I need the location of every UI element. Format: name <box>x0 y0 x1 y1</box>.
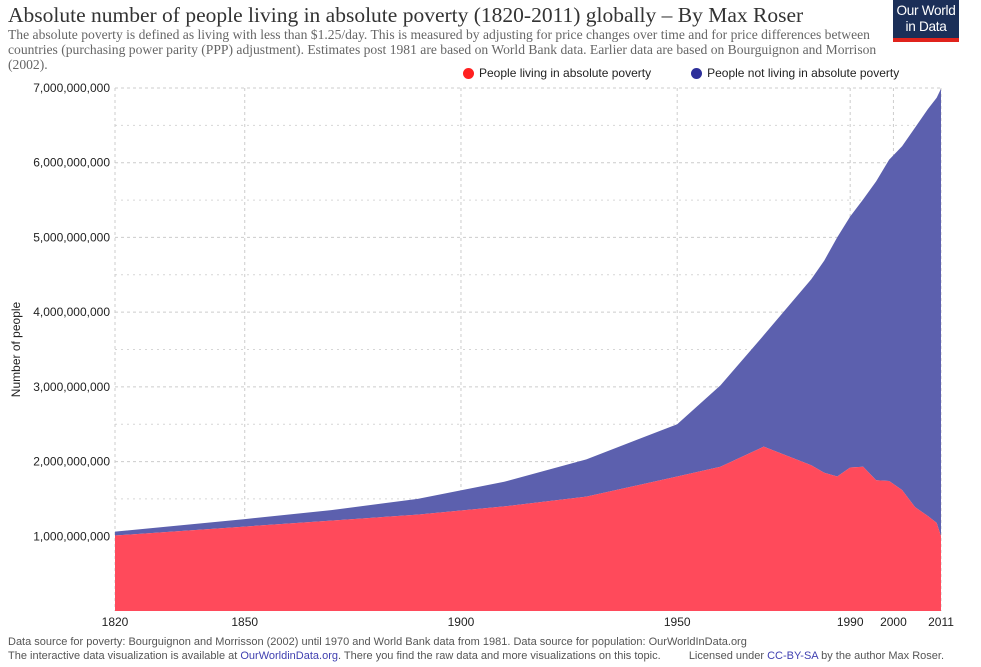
footer-owid-link[interactable]: OurWorldinData.org <box>240 650 338 662</box>
our-world-in-data-logo[interactable]: Our World in Data <box>893 0 959 42</box>
y-tick-label: 1,000,000,000 <box>33 529 110 543</box>
y-tick-label: 3,000,000,000 <box>33 380 110 394</box>
legend-label-not-poverty: People not living in absolute poverty <box>707 66 900 80</box>
footer-interactive-prefix: The interactive data visualization is av… <box>8 650 241 662</box>
y-tick-label: 5,000,000,000 <box>33 230 110 244</box>
logo-line-2: in Data <box>905 18 947 34</box>
legend-item-not-poverty[interactable]: People not living in absolute poverty <box>691 66 899 80</box>
legend: People living in absolute poverty People… <box>463 66 939 80</box>
footer-interactive-suffix: . There you find the raw data and more v… <box>337 650 661 662</box>
footer-license-link[interactable]: CC-BY-SA <box>767 650 819 662</box>
x-tick-label: 1820 <box>102 615 129 629</box>
y-tick-label: 6,000,000,000 <box>33 156 110 170</box>
x-tick-label: 1990 <box>837 615 864 629</box>
legend-dot-poverty <box>463 67 474 79</box>
area-poverty <box>115 446 941 611</box>
y-tick-label: 7,000,000,000 <box>33 81 110 95</box>
footer-license-suffix: by the author Max Roser. <box>818 650 944 662</box>
chart-area: 1,000,000,000 2,000,000,000 3,000,000,000 4… <box>9 81 954 629</box>
footer-license-prefix: Licensed under <box>688 650 768 662</box>
legend-dot-not-poverty <box>691 67 703 79</box>
x-tick-label: 1850 <box>231 615 258 629</box>
y-axis-label: Number of people <box>9 301 23 397</box>
chart-title: Absolute number of people living in abso… <box>8 3 804 27</box>
x-tick-label: 1950 <box>664 615 691 629</box>
logo-line-1: Our World <box>896 3 956 18</box>
footer-interactive: The interactive data visualization is av… <box>8 650 661 662</box>
x-tick-label: 2000 <box>880 615 907 629</box>
x-tick-label: 2011 <box>928 615 954 629</box>
chart-subtitle: The absolute poverty is defined as livin… <box>8 27 877 72</box>
footer-license: Licensed under CC-BY-SA by the author Ma… <box>689 650 944 662</box>
legend-label-poverty: People living in absolute poverty <box>479 66 652 80</box>
y-tick-label: 2,000,000,000 <box>33 455 110 469</box>
x-tick-label: 1900 <box>448 615 475 629</box>
footer-source: Data source for poverty: Bourguignon and… <box>8 636 747 648</box>
area-not-poverty <box>115 88 941 537</box>
legend-item-poverty[interactable]: People living in absolute poverty <box>463 66 651 80</box>
y-tick-label: 4,000,000,000 <box>33 305 110 319</box>
